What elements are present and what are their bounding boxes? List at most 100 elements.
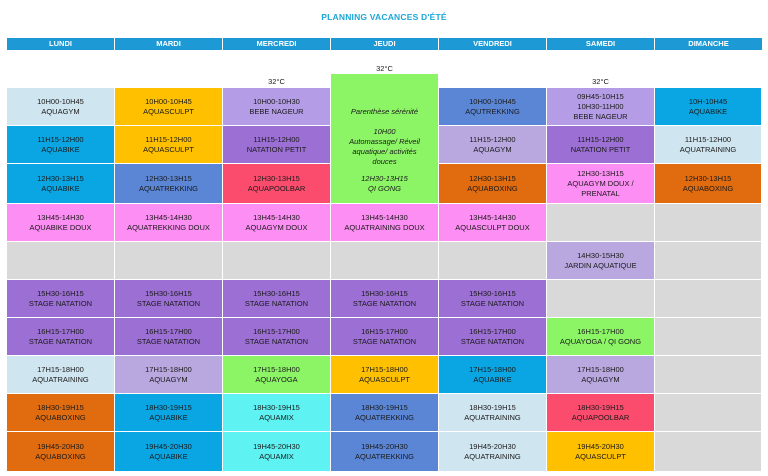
slot-text: AQUABIKE <box>41 183 80 193</box>
slot-text: 12H30-13H15 <box>684 173 732 183</box>
schedule-slot: 16H15-17H00 AQUAYOGA / QI GONG <box>547 318 655 356</box>
slot-text: NATATION PETIT <box>246 144 307 154</box>
slot-text: 19H45-20H30 <box>145 441 192 451</box>
schedule-slot: 12H30-13H15 QI GONG <box>331 164 439 204</box>
slot-text: AQUASCULPT <box>575 451 626 461</box>
slot-text: AQUAYOGA <box>255 374 298 384</box>
schedule-slot: 18H30-19H15 AQUATREKKING <box>331 394 439 432</box>
slot-text: AQUAMIX <box>259 451 294 461</box>
slot-text: 14H30-15H30 <box>577 250 624 260</box>
slot-text: 17H15-18H00 <box>361 364 408 374</box>
slot-text: 10H30-11H00 <box>577 101 624 111</box>
slot-text: 17H15-18H00 <box>469 364 516 374</box>
slot-text: AQUATRAINING DOUX <box>344 222 425 232</box>
schedule-slot: 12H30-13H15 AQUABOXING <box>439 164 547 204</box>
slot-text: 19H45-20H30 <box>469 441 516 451</box>
schedule-slot: 15H30-16H15 STAGE NATATION <box>115 280 223 318</box>
slot-text: AQUAGYM <box>41 106 80 116</box>
temperature-note-jeudi: 32°C <box>376 64 393 73</box>
empty-slot <box>655 356 762 394</box>
schedule-slot: 13H45-14H30 AQUABIKE DOUX <box>7 204 115 242</box>
empty-slot <box>547 204 655 242</box>
schedule-slot: 13H45-14H30 AQUAGYM DOUX <box>223 204 331 242</box>
schedule-slot: 11H15-12H00 AQUAGYM <box>439 126 547 164</box>
slot-text: aquatique/ activités <box>352 146 417 156</box>
slot-text: AQUAGYM DOUX <box>245 222 308 232</box>
slot-text: 19H45-20H30 <box>361 441 408 451</box>
slot-text: AQUAGYM <box>473 144 512 154</box>
temperature-note-samedi: 32°C <box>592 77 609 86</box>
schedule-slot: 10H00-10H45 AQUTREKKING <box>439 88 547 126</box>
schedule-slot: 10H00-10H45 AQUASCULPT <box>115 88 223 126</box>
schedule-slot: 19H45-20H30 AQUATREKKING <box>331 432 439 472</box>
slot-text: STAGE NATATION <box>28 336 93 346</box>
slot-text: AQUATREKKING DOUX <box>127 222 210 232</box>
schedule-slot: 19H45-20H30 AQUASCULPT <box>547 432 655 472</box>
slot-text: NATATION PETIT <box>570 144 631 154</box>
slot-text: AQUATREKKING <box>138 183 199 193</box>
slot-text: 12H30-13H15 <box>469 173 516 183</box>
slot-text: 12H30-13H15 <box>37 173 84 183</box>
page-title: PLANNING VACANCES D'ÉTÉ <box>321 12 447 22</box>
slot-text: 15H30-16H15 <box>253 288 300 298</box>
schedule-slot: 17H15-18H00 AQUASCULPT <box>331 356 439 394</box>
schedule-slot: 13H45-14H30 AQUATREKKING DOUX <box>115 204 223 242</box>
schedule-slot: 15H30-16H15 STAGE NATATION <box>7 280 115 318</box>
slot-text: 11H15-12H00 <box>469 134 516 144</box>
schedule-slot: 12H30-13H15 AQUAGYM DOUX / PRENATAL <box>547 164 655 204</box>
slot-text: douces <box>372 156 397 166</box>
schedule-slot: 16H15-17H00 STAGE NATATION <box>223 318 331 356</box>
schedule-slot: 16H15-17H00 STAGE NATATION <box>331 318 439 356</box>
schedule-slot: 12H30-13H15 AQUABOXING <box>655 164 762 204</box>
slot-text: AQUAGYM <box>581 374 620 384</box>
slot-text: 15H30-16H15 <box>469 288 516 298</box>
schedule-slot: 19H45-20H30 AQUATRAINING <box>439 432 547 472</box>
slot-text: 12H30-13H15 <box>577 168 624 178</box>
schedule-slot: 16H15-17H00 STAGE NATATION <box>7 318 115 356</box>
empty-slot <box>7 242 115 280</box>
schedule-slot: 17H15-18H00 AQUAGYM <box>547 356 655 394</box>
day-header-lundi: LUNDI <box>7 38 114 50</box>
slot-text: AQUAGYM <box>149 374 188 384</box>
empty-slot <box>655 432 762 472</box>
slot-text: 15H30-16H15 <box>361 288 408 298</box>
slot-text: 13H45-14H30 <box>37 212 84 222</box>
slot-text: 12H30-13H15 <box>145 173 192 183</box>
slot-text: 11H15-12H00 <box>145 134 192 144</box>
empty-slot <box>115 242 223 280</box>
slot-text: 13H45-14H30 <box>145 212 192 222</box>
slot-text: 12H30-13H15 <box>253 173 300 183</box>
slot-text: AQUABOXING <box>682 183 734 193</box>
slot-text: STAGE NATATION <box>136 336 201 346</box>
slot-text: STAGE NATATION <box>28 298 93 308</box>
schedule-slot: 11H15-12H00 NATATION PETIT <box>547 126 655 164</box>
schedule-slot: 11H15-12H00 AQUATRAINING <box>655 126 762 164</box>
schedule-slot: 12H30-13H15 AQUAPOOLBAR <box>223 164 331 204</box>
schedule-slot: 19H45-20H30 AQUABIKE <box>115 432 223 472</box>
slot-text: 19H45-20H30 <box>37 441 84 451</box>
schedule-slot: 19H45-20H30 AQUAMIX <box>223 432 331 472</box>
slot-text: 11H15-12H00 <box>577 134 624 144</box>
slot-text: PRENATAL <box>581 188 620 198</box>
day-header-dimanche: DIMANCHE <box>655 38 762 50</box>
day-header-jeudi: JEUDI <box>331 38 438 50</box>
slot-text: Automassage/ Réveil <box>349 136 420 146</box>
schedule-slot: 10H-10H45 AQUABIKE <box>655 88 762 126</box>
schedule-slot: 13H45-14H30 AQUATRAINING DOUX <box>331 204 439 242</box>
slot-text: AQUAYOGA / QI GONG <box>559 336 642 346</box>
schedule-slot: 14H30-15H30 JARDIN AQUATIQUE <box>547 242 655 280</box>
slot-text: AQUATREKKING <box>354 412 415 422</box>
slot-text: AQUASCULPT DOUX <box>455 222 530 232</box>
slot-text: 17H15-18H00 <box>253 364 300 374</box>
slot-text: AQUTREKKING <box>465 106 520 116</box>
schedule-slot: 09H45-10H15 10H30-11H00 BEBE NAGEUR <box>547 88 655 126</box>
empty-slot <box>547 280 655 318</box>
slot-text: 16H15-17H00 <box>361 326 408 336</box>
empty-slot <box>655 318 762 356</box>
empty-slot <box>655 242 762 280</box>
slot-text: BEBE NAGEUR <box>249 106 304 116</box>
schedule-slot: 18H30-19H15 AQUABIKE <box>115 394 223 432</box>
slot-text: JARDIN AQUATIQUE <box>564 260 637 270</box>
slot-text: 10H00-10H30 <box>253 96 300 106</box>
slot-text: AQUAPOOLBAR <box>571 412 630 422</box>
